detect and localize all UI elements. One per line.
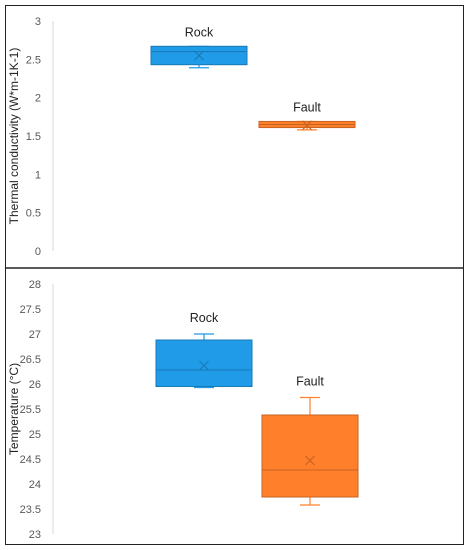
box-series-fault: Fault	[258, 100, 356, 131]
mean-marker	[199, 360, 209, 371]
y-tick-label: 25.5	[20, 404, 41, 416]
mean-marker	[305, 455, 315, 466]
y-tick-label: 26.5	[20, 354, 41, 366]
y-axis-title: Temperature (°C)	[7, 363, 21, 455]
mean-marker	[194, 50, 204, 61]
y-tick-label: 0	[35, 246, 41, 258]
y-tick-label: 1	[35, 169, 41, 181]
mean-marker	[302, 120, 312, 131]
y-tick-label: 2.5	[26, 54, 41, 66]
y-tick-label: 0.5	[26, 208, 41, 220]
series-label: Rock	[185, 25, 214, 39]
y-tick-label: 28	[29, 279, 41, 291]
series-label: Fault	[296, 375, 324, 389]
box-iqr	[261, 414, 359, 498]
box-iqr	[155, 339, 253, 387]
y-axis-title: Thermal conductivity (W*m-1K-1)	[7, 48, 21, 225]
chart-panel-2: 23 23.5 24 24.5 25 25.5 26 26.5 27 27.5 28 Temperat…	[7, 279, 359, 541]
y-tick-label: 24.5	[20, 454, 41, 466]
y-tick-label: 3	[35, 16, 41, 28]
y-tick-label: 24	[29, 479, 41, 491]
series-label: Rock	[190, 311, 219, 325]
y-tick-label: 23.5	[20, 504, 41, 516]
box-series-rock: Rock	[155, 311, 253, 389]
chart-panel-1: 0 0.5 1 1.5 2 2.5 3 Thermal conductivity (W*m-1…	[7, 16, 356, 258]
y-tick-label: 27	[29, 329, 41, 341]
y-tick-label: 26	[29, 379, 41, 391]
box-series-fault: Fault	[261, 375, 359, 506]
y-tick-label: 1.5	[26, 131, 41, 143]
y-tick-label: 2	[35, 93, 41, 105]
y-tick-label: 27.5	[20, 304, 41, 316]
box-series-rock: Rock	[150, 25, 248, 69]
y-tick-label: 25	[29, 429, 41, 441]
figure-frame	[5, 5, 464, 545]
series-label: Fault	[293, 100, 321, 114]
y-tick-label: 23	[29, 529, 41, 541]
